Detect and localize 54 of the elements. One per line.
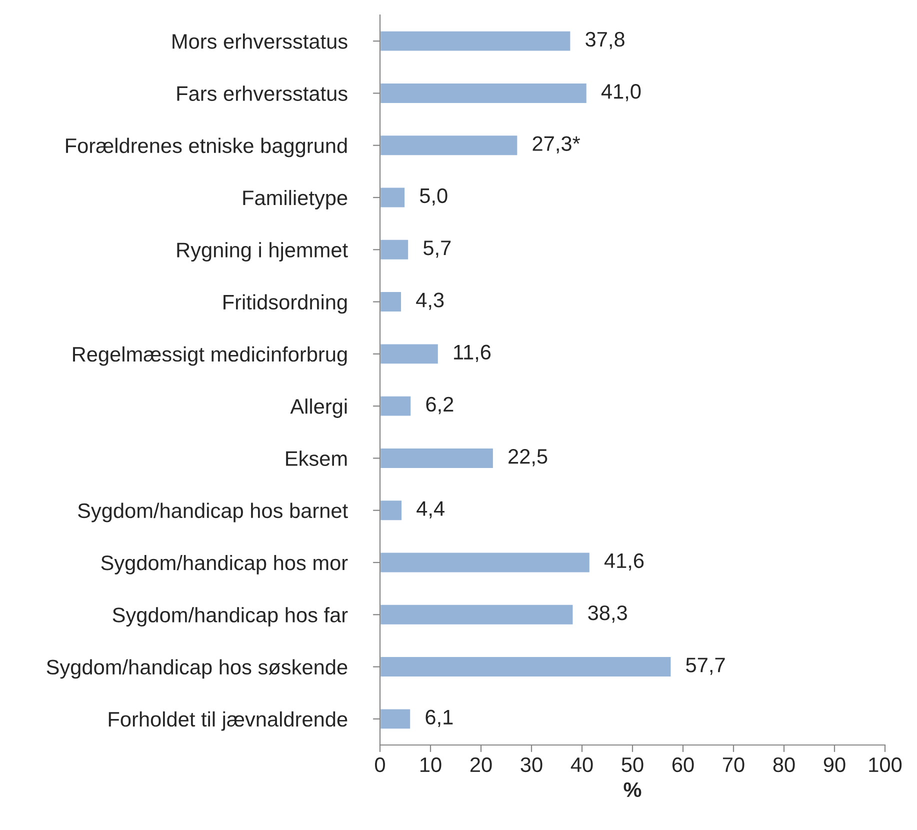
data-label: 41,0 [601,84,641,102]
y-tick-label: Sygdom/handicap hos søskende [46,659,348,679]
y-tick-label: Forældrenes etniske baggrund [66,138,347,158]
data-label: 5,0 [420,188,448,206]
data-label: 4,4 [416,501,444,518]
x-tick-label: 40 [570,757,593,772]
data-label: 41,6 [604,553,644,571]
x-tick-label: 80 [773,757,795,772]
x-axis-title: % [624,782,642,798]
data-label: 11,6 [454,344,491,362]
y-tick-label: Familietype [243,190,348,210]
y-tick-label: Fritidsordning [224,294,347,314]
y-tick-label: Allergi [290,398,347,418]
bar [380,290,402,313]
bar [380,238,410,261]
bar [380,656,672,678]
bar [380,134,519,156]
x-tick-label: 50 [622,757,644,772]
bar [380,30,572,52]
data-label: 38,3 [588,605,627,623]
bar [380,394,412,418]
y-tick-label: Mors erhversstatus [172,34,348,49]
x-tick-label: 20 [470,757,492,772]
x-tick-label: 60 [672,757,694,772]
bar [380,82,588,104]
y-tick-label: Sygdom/handicap hos barnet [78,502,348,522]
x-tick-label: 0 [375,757,385,772]
bar [380,708,412,730]
y-tick-label: Forholdet til jævnaldrende [108,711,348,731]
bar [380,551,591,574]
bar [380,499,403,522]
data-label: 37,8 [586,32,624,50]
bar [380,447,494,470]
data-label: 27,3* [532,136,580,154]
x-tick-label: 90 [824,757,846,772]
y-tick-label: Regelmæssigt medicinforbrug [73,346,347,366]
x-tick-label: 10 [420,757,442,772]
bar [380,186,406,209]
y-tick-label: Sygdom/handicap hos mor [101,554,348,574]
data-label: 6,2 [426,396,454,414]
y-tick-label: Sygdom/handicap hos far [112,607,348,627]
data-label: 5,7 [424,240,451,258]
y-tick-label: Fars erhversstatus [177,86,348,101]
y-tick-label: Eksem [286,450,347,466]
data-label: 22,5 [508,449,548,466]
x-tick-label: 30 [520,757,542,772]
data-label: 4,3 [416,292,444,310]
bar [380,604,574,626]
data-label: 57,7 [686,658,725,675]
x-tick-label: 100 [869,757,902,772]
data-label: 6,1 [426,710,453,727]
x-tick-label: 70 [722,757,744,772]
bar [380,342,440,366]
y-tick-label: Rygning i hjemmet [177,242,348,262]
